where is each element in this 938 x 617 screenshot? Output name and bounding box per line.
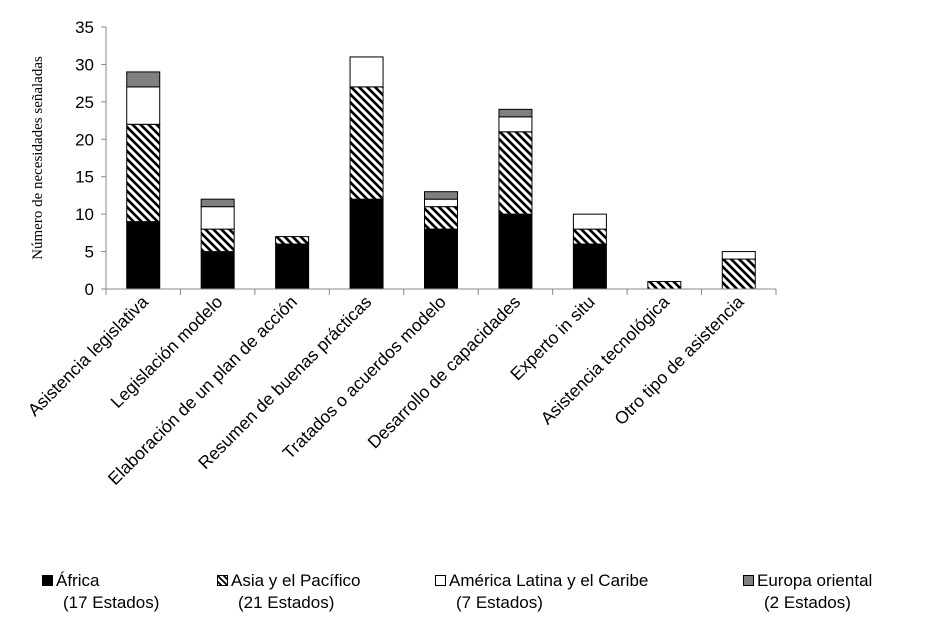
bar-america-latina-y-el-caribe-desarrollo-de-capacidades [498, 116, 533, 133]
stacked-bar-chart: Número de necesidades señaladas 0 5 10 15 20… [24, 18, 777, 489]
legend-note-europa: (2 Estados) [764, 593, 851, 612]
x-category-label: Desarrollo de capacidades [364, 292, 525, 453]
bar-europa-oriental-tratados-o-acuerdos-modelo [424, 191, 458, 200]
y-tick-label: 30 [75, 55, 94, 74]
bar-asia-y-el-pacifico-resumen-de-buenas-practicas [349, 86, 384, 200]
x-category-label: Asistencia legislativa [24, 292, 153, 421]
legend-swatch-asia [217, 575, 228, 586]
bar-europa-oriental-asistencia-legislativa [126, 71, 161, 88]
legend-note-africa: (17 Estados) [63, 593, 160, 612]
legend-item-europa: Europa oriental (2 Estados) [743, 570, 872, 614]
x-category-label: Asistencia tecnológica [537, 291, 674, 428]
bar-africa-tratados-o-acuerdos-modelo [424, 228, 458, 290]
bar-africa-experto-in-situ [572, 243, 607, 290]
bar-europa-oriental-desarrollo-de-capacidades [498, 108, 533, 118]
bar-africa-resumen-de-buenas-practicas [349, 198, 384, 290]
bar-america-latina-y-el-caribe-experto-in-situ [572, 213, 607, 230]
y-tick-label: 5 [85, 243, 94, 262]
bar-america-latina-y-el-caribe-resumen-de-buenas-practicas [349, 56, 384, 88]
legend-label-america-latina: América Latina y el Caribe [449, 571, 649, 590]
bar-asia-y-el-pacifico-experto-in-situ [572, 228, 607, 245]
bar-asia-y-el-pacifico-desarrollo-de-capacidades [498, 131, 533, 215]
bar-asia-y-el-pacifico-asistencia-tecnologica [647, 281, 682, 290]
bar-asia-y-el-pacifico-asistencia-legislativa [126, 123, 161, 223]
y-tick-label: 10 [75, 205, 94, 224]
legend-note-america-latina: (7 Estados) [456, 593, 543, 612]
bar-africa-legislacion-modelo [200, 251, 235, 290]
legend-label-asia: Asia y el Pacífico [231, 571, 361, 590]
bar-asia-y-el-pacifico-elaboracion-de-un-plan-de-accion [275, 236, 310, 245]
y-tick-label: 0 [85, 280, 94, 299]
legend-note-asia: (21 Estados) [238, 593, 335, 612]
bar-america-latina-y-el-caribe-tratados-o-acuerdos-modelo [424, 198, 458, 208]
y-tick-label: 25 [75, 93, 94, 112]
legend-label-africa: África [56, 571, 100, 590]
bar-africa-desarrollo-de-capacidades [498, 213, 533, 290]
legend-item-asia: Asia y el Pacífico (21 Estados) [217, 570, 360, 614]
y-tick-label: 15 [75, 168, 94, 187]
legend-swatch-america-latina [435, 575, 446, 586]
bar-africa-asistencia-legislativa [126, 221, 161, 290]
bar-america-latina-y-el-caribe-otro-tipo-de-asistencia [721, 251, 756, 260]
bar-europa-oriental-legislacion-modelo [200, 198, 235, 208]
bar-america-latina-y-el-caribe-legislacion-modelo [200, 206, 235, 230]
y-tick-label: 20 [75, 130, 94, 149]
x-category-label: Otro tipo de asistencia [610, 292, 747, 429]
legend: África (17 Estados) Asia y el Pacífico (… [42, 570, 922, 614]
bar-asia-y-el-pacifico-otro-tipo-de-asistencia [721, 258, 756, 290]
bar-africa-elaboracion-de-un-plan-de-accion [275, 243, 310, 290]
y-axis-label: Número de necesidades señaladas [30, 56, 46, 260]
legend-item-africa: África (17 Estados) [42, 570, 159, 614]
y-tick-label: 35 [75, 18, 94, 37]
legend-item-america-latina: América Latina y el Caribe (7 Estados) [435, 570, 648, 614]
bar-asia-y-el-pacifico-legislacion-modelo [200, 228, 235, 253]
bar-asia-y-el-pacifico-tratados-o-acuerdos-modelo [424, 206, 458, 230]
bar-america-latina-y-el-caribe-asistencia-legislativa [126, 86, 161, 125]
legend-label-europa: Europa oriental [757, 571, 873, 590]
legend-swatch-europa [743, 575, 754, 586]
legend-swatch-africa [42, 575, 53, 586]
